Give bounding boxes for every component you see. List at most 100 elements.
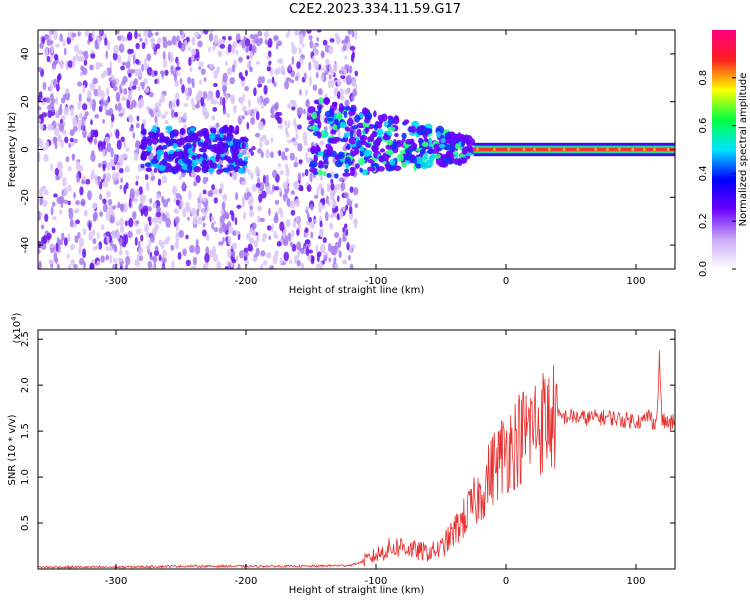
noise-speckle [313, 49, 319, 56]
signal-blob [354, 114, 361, 123]
noise-speckle [40, 243, 47, 250]
noise-speckle [345, 204, 349, 211]
colorbar-tick-label: 0.2 [698, 213, 709, 229]
noise-speckle [257, 30, 263, 37]
signal-blob [382, 160, 387, 165]
noise-speckle [164, 119, 169, 125]
noise-speckle [190, 265, 197, 269]
noise-speckle [286, 132, 290, 138]
noise-speckle [181, 84, 185, 94]
noise-speckle [226, 112, 230, 118]
noise-speckle [222, 236, 225, 244]
noise-speckle [311, 55, 315, 63]
carrier-dot [653, 148, 656, 151]
noise-speckle [227, 235, 232, 245]
noise-speckle [279, 57, 284, 65]
noise-speckle [313, 60, 320, 70]
noise-speckle [51, 227, 56, 234]
noise-speckle [178, 40, 182, 49]
noise-speckle [310, 231, 314, 239]
noise-speckle [118, 168, 124, 174]
noise-speckle [345, 35, 348, 45]
noise-speckle [120, 177, 124, 183]
noise-speckle [238, 56, 243, 63]
noise-speckle [67, 233, 71, 243]
noise-speckle [63, 237, 68, 247]
noise-speckle [256, 96, 262, 104]
noise-speckle [150, 217, 155, 223]
signal-blob [324, 164, 329, 169]
signal-blob [349, 166, 356, 172]
noise-speckle [66, 253, 70, 260]
noise-speckle [258, 121, 264, 131]
signal-blob [216, 163, 221, 170]
noise-speckle [132, 132, 136, 139]
signal-blob [393, 165, 402, 171]
noise-speckle [257, 215, 261, 224]
snr-series-line [38, 350, 675, 569]
signal-blob [364, 126, 369, 135]
noise-speckle [343, 223, 348, 229]
colorbar-tick-label: 0.0 [698, 261, 709, 277]
noise-speckle [118, 43, 125, 53]
noise-speckle [272, 255, 278, 265]
noise-speckle [308, 34, 313, 41]
noise-speckle [46, 55, 51, 63]
noise-speckle [43, 189, 49, 196]
noise-speckle [296, 228, 300, 236]
noise-speckle [257, 76, 263, 84]
noise-speckle [152, 201, 157, 209]
noise-speckle [280, 65, 286, 76]
noise-speckle [208, 46, 212, 53]
signal-blob [311, 111, 318, 120]
noise-speckle [38, 210, 42, 221]
signal-blob [193, 165, 202, 173]
noise-speckle [92, 246, 98, 251]
noise-speckle [165, 218, 171, 228]
noise-speckle [178, 175, 183, 180]
signal-blob [379, 119, 384, 124]
noise-speckle [196, 208, 200, 217]
noise-speckle [102, 173, 107, 181]
noise-speckle [105, 231, 111, 236]
noise-speckle [213, 197, 218, 204]
noise-speckle [62, 39, 66, 47]
signal-blob [345, 162, 350, 170]
signal-blob [309, 167, 318, 173]
signal-blob [347, 110, 356, 116]
noise-speckle [330, 178, 334, 184]
noise-speckle [90, 119, 93, 126]
y-tick-label: 20 [20, 95, 31, 108]
noise-speckle [138, 246, 144, 255]
signal-blob [396, 153, 404, 162]
signal-blob [364, 117, 371, 124]
noise-speckle [222, 110, 227, 115]
noise-speckle [81, 55, 85, 62]
noise-speckle [125, 249, 130, 256]
noise-speckle [229, 94, 236, 103]
signal-blob [317, 106, 322, 114]
noise-speckle [294, 156, 299, 162]
noise-speckle [43, 46, 49, 56]
noise-speckle [335, 35, 341, 45]
noise-speckle [72, 116, 78, 127]
noise-speckle [247, 243, 253, 252]
noise-speckle [132, 54, 136, 65]
noise-speckle [99, 211, 104, 217]
noise-speckle [224, 266, 229, 269]
signal-blob [383, 133, 389, 140]
noise-speckle [68, 142, 72, 148]
noise-speckle [53, 193, 58, 198]
noise-speckle [305, 205, 310, 211]
signal-blob [385, 163, 391, 171]
noise-speckle [319, 140, 325, 146]
noise-speckle [136, 115, 140, 122]
noise-speckle [64, 88, 70, 94]
noise-speckle [229, 210, 234, 216]
noise-speckle [53, 78, 57, 88]
noise-speckle [203, 110, 209, 120]
noise-speckle [339, 210, 344, 220]
noise-speckle [189, 66, 193, 73]
noise-speckle [168, 100, 173, 110]
noise-speckle [244, 85, 249, 92]
